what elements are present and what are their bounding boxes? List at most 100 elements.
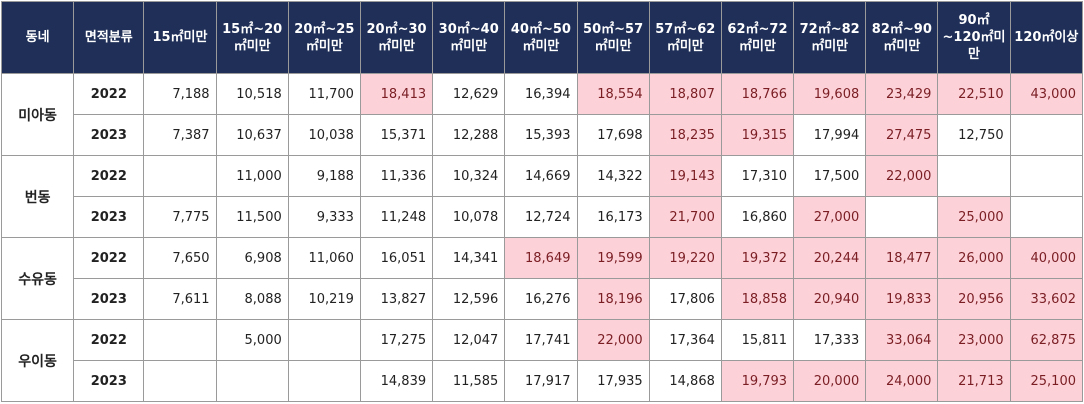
value-cell: 21,700 bbox=[648, 196, 722, 238]
value-cell: 21,713 bbox=[937, 360, 1011, 402]
header-cell: 30㎡~40㎡미만 bbox=[432, 1, 506, 74]
value-cell: 17,994 bbox=[793, 114, 867, 156]
value-cell: 12,047 bbox=[432, 319, 506, 361]
header-cell: 20㎡~25㎡미만 bbox=[287, 1, 361, 74]
value-cell: 10,637 bbox=[215, 114, 289, 156]
header-cell: 면적분류 bbox=[73, 1, 145, 74]
header-cell: 40㎡~50㎡미만 bbox=[504, 1, 578, 74]
value-cell: 19,220 bbox=[648, 237, 722, 279]
value-cell bbox=[1009, 196, 1084, 238]
header-cell: 72㎡~82㎡미만 bbox=[793, 1, 867, 74]
value-cell: 19,793 bbox=[720, 360, 795, 402]
value-cell: 11,000 bbox=[215, 155, 289, 197]
value-cell: 10,038 bbox=[287, 114, 361, 156]
header-cell: 50㎡~57㎡미만 bbox=[576, 1, 650, 74]
value-cell: 7,650 bbox=[143, 237, 217, 279]
value-cell: 20,000 bbox=[793, 360, 867, 402]
value-cell: 17,917 bbox=[504, 360, 578, 402]
value-cell: 15,371 bbox=[359, 114, 434, 156]
table-row: 2023 7,775 11,500 9,333 11,248 10,078 12,724 16… bbox=[2, 196, 1084, 238]
table-row: 우이동 2022 5,000 17,275 12,047 17,741 22,000 17,3… bbox=[0, 319, 1084, 402]
value-cell: 18,235 bbox=[648, 114, 722, 156]
value-cell: 17,741 bbox=[504, 319, 578, 361]
value-cell bbox=[143, 319, 217, 361]
header-cell: 90㎡~120㎡미만 bbox=[937, 1, 1011, 74]
value-cell: 7,387 bbox=[143, 114, 217, 156]
value-cell: 19,143 bbox=[648, 155, 722, 197]
year-cell: 2023 bbox=[73, 278, 145, 320]
value-cell: 25,000 bbox=[937, 196, 1011, 238]
value-cell: 14,341 bbox=[432, 237, 506, 279]
header-cell: 120㎡이상 bbox=[1009, 1, 1084, 74]
value-cell: 18,196 bbox=[576, 278, 650, 320]
value-cell: 10,078 bbox=[432, 196, 506, 238]
table-header: 동네 면적분류 15㎡미만 15㎡~20㎡미만 20㎡~25㎡미만 20㎡~30… bbox=[0, 1, 1084, 74]
value-cell: 19,315 bbox=[720, 114, 795, 156]
value-cell: 40,000 bbox=[1009, 237, 1084, 279]
dong-cell: 우이동 bbox=[0, 319, 75, 402]
value-cell: 10,324 bbox=[432, 155, 506, 197]
value-cell: 11,336 bbox=[359, 155, 434, 197]
value-cell: 17,806 bbox=[648, 278, 722, 320]
value-cell: 27,475 bbox=[865, 114, 939, 156]
value-cell: 18,807 bbox=[648, 73, 722, 115]
value-cell: 12,724 bbox=[504, 196, 578, 238]
value-cell: 16,051 bbox=[359, 237, 434, 279]
value-cell: 22,000 bbox=[576, 319, 650, 361]
value-cell bbox=[143, 360, 217, 402]
table-row: 수유동 2022 7,650 6,908 11,060 16,051 14,341 18,64… bbox=[0, 237, 1084, 320]
table-row: 2023 7,387 10,637 10,038 15,371 12,288 15,393 1… bbox=[2, 114, 1084, 156]
value-cell: 17,275 bbox=[359, 319, 434, 361]
value-cell: 14,839 bbox=[359, 360, 434, 402]
header-cell: 57㎡~62㎡미만 bbox=[648, 1, 722, 74]
table-body: 미아동 2022 7,188 10,518 11,700 18,413 12,629 16,3… bbox=[0, 73, 1084, 402]
value-cell: 15,393 bbox=[504, 114, 578, 156]
header-cell: 20㎡~30㎡미만 bbox=[359, 1, 434, 74]
dong-cell: 수유동 bbox=[0, 237, 75, 320]
value-cell: 7,611 bbox=[143, 278, 217, 320]
value-cell: 8,088 bbox=[215, 278, 289, 320]
value-cell: 12,629 bbox=[432, 73, 506, 115]
value-cell: 14,322 bbox=[576, 155, 650, 197]
dong-cell: 번동 bbox=[0, 155, 75, 238]
value-cell: 18,766 bbox=[720, 73, 795, 115]
header-cell: 15㎡~20㎡미만 bbox=[215, 1, 289, 74]
value-cell: 16,173 bbox=[576, 196, 650, 238]
value-cell: 18,554 bbox=[576, 73, 650, 115]
value-cell: 19,372 bbox=[720, 237, 795, 279]
value-cell: 26,000 bbox=[937, 237, 1011, 279]
value-cell: 12,750 bbox=[937, 114, 1011, 156]
value-cell: 11,248 bbox=[359, 196, 434, 238]
value-cell: 25,100 bbox=[1009, 360, 1084, 402]
value-cell: 17,500 bbox=[793, 155, 867, 197]
value-cell: 19,833 bbox=[865, 278, 939, 320]
value-cell: 16,276 bbox=[504, 278, 578, 320]
dong-cell: 미아동 bbox=[0, 73, 75, 156]
value-cell: 14,669 bbox=[504, 155, 578, 197]
header-cell: 62㎡~72㎡미만 bbox=[720, 1, 795, 74]
value-cell: 19,608 bbox=[793, 73, 867, 115]
value-cell: 18,649 bbox=[504, 237, 578, 279]
value-cell: 20,940 bbox=[793, 278, 867, 320]
header-cell: 15㎡미만 bbox=[143, 1, 217, 74]
header-row: 동네 면적분류 15㎡미만 15㎡~20㎡미만 20㎡~25㎡미만 20㎡~30… bbox=[0, 1, 1084, 74]
header-cell: 동네 bbox=[0, 1, 75, 74]
value-cell bbox=[143, 155, 217, 197]
value-cell: 18,858 bbox=[720, 278, 795, 320]
year-cell: 2022 bbox=[73, 73, 145, 115]
value-cell: 17,364 bbox=[648, 319, 722, 361]
value-cell: 22,510 bbox=[937, 73, 1011, 115]
value-cell: 27,000 bbox=[793, 196, 867, 238]
value-cell bbox=[287, 360, 361, 402]
value-cell: 5,000 bbox=[215, 319, 289, 361]
year-cell: 2023 bbox=[73, 196, 145, 238]
value-cell: 17,935 bbox=[576, 360, 650, 402]
table-row: 2023 14,839 11,585 17,917 17,935 14,868 19,793… bbox=[2, 360, 1084, 402]
value-cell: 6,908 bbox=[215, 237, 289, 279]
value-cell: 12,288 bbox=[432, 114, 506, 156]
value-cell: 18,477 bbox=[865, 237, 939, 279]
value-cell bbox=[865, 196, 939, 238]
value-cell: 17,333 bbox=[793, 319, 867, 361]
table-row: 2023 7,611 8,088 10,219 13,827 12,596 16,276 18… bbox=[2, 278, 1084, 320]
